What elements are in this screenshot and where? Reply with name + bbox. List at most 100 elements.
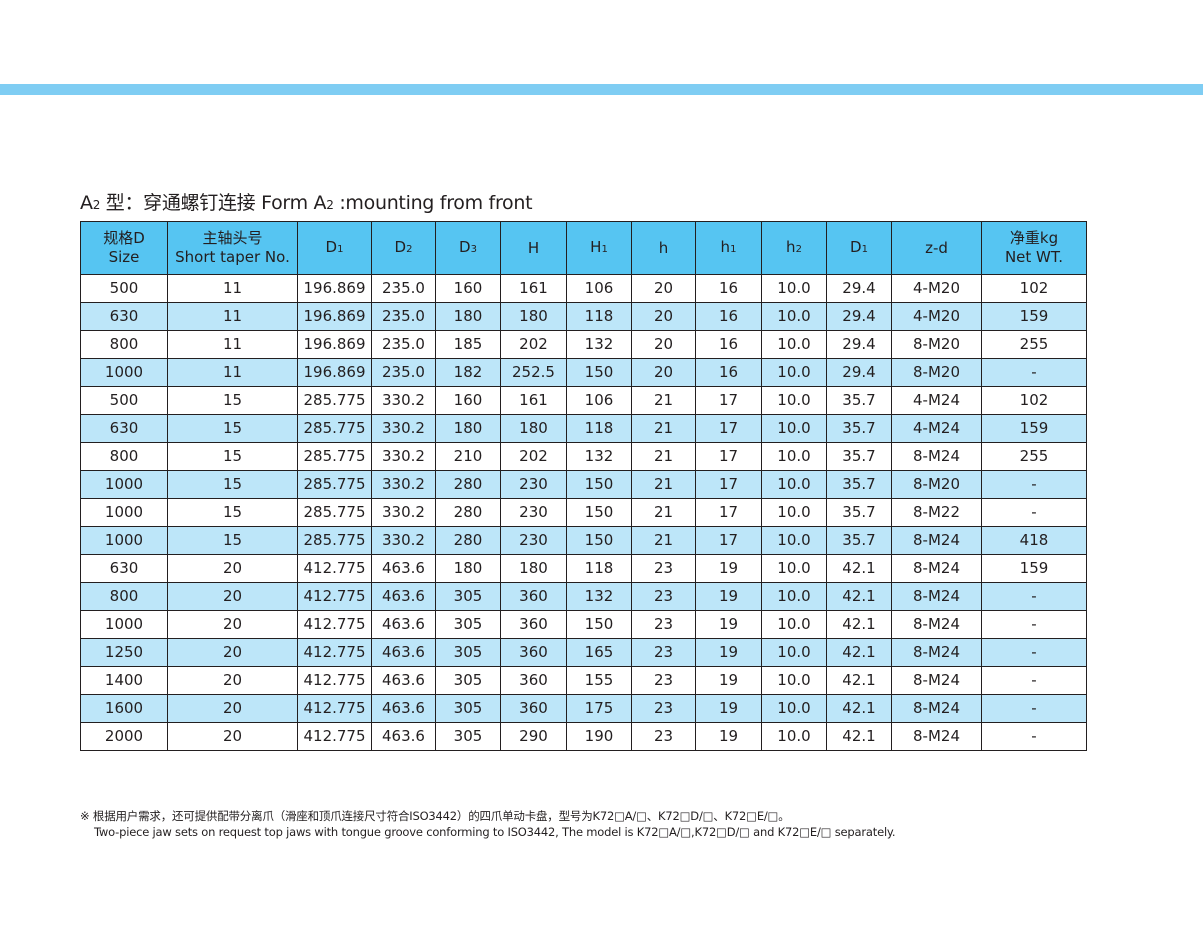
table-cell: - [981,722,1087,751]
table-cell: 185 [435,330,501,359]
table-cell: 500 [80,274,168,303]
table-cell: 29.4 [826,358,892,387]
table-cell: 118 [566,554,632,583]
table-cell: 4-M24 [891,414,982,443]
table-cell: 285.775 [297,498,372,527]
table-cell: 20 [167,638,298,667]
table-cell: 330.2 [371,414,436,443]
column-header: D3 [435,221,501,275]
table-cell: 42.1 [826,610,892,639]
table-cell: 235.0 [371,358,436,387]
table-cell: 20 [167,554,298,583]
table-row: 800 20 412.775 463.6 305 360 132 23 19 10.0 42.1 8-… [80,582,1087,611]
table-cell: 8-M20 [891,470,982,499]
column-header: D1 [297,221,372,275]
header-subscript: 2 [795,243,802,255]
table-cell: 800 [80,582,168,611]
table-cell: 150 [566,358,632,387]
table-cell: 20 [167,722,298,751]
column-header: h1 [695,221,762,275]
table-cell: 330.2 [371,386,436,415]
table-cell: 10.0 [761,610,827,639]
table-cell: 132 [566,442,632,471]
table-cell: 11 [167,302,298,331]
table-cell: 118 [566,302,632,331]
table-cell: 255 [981,330,1087,359]
table-cell: - [981,358,1087,387]
table-cell: 10.0 [761,302,827,331]
table-cell: 412.775 [297,610,372,639]
table-cell: 285.775 [297,442,372,471]
table-row: 1000 15 285.775 330.2 280 230 150 21 17 10.0 35.7 8… [80,498,1087,527]
table-cell: 180 [435,554,501,583]
table-cell: 202 [500,442,567,471]
table-cell: 106 [566,274,632,303]
table-cell: 360 [500,666,567,695]
table-row: 1000 15 285.775 330.2 280 230 150 21 17 10.0 35.7 8… [80,470,1087,499]
table-cell: 29.4 [826,274,892,303]
table-cell: 42.1 [826,722,892,751]
table-cell: 235.0 [371,274,436,303]
table-cell: 20 [631,330,696,359]
table-cell: 10.0 [761,330,827,359]
table-cell: 180 [500,414,567,443]
table-cell: 19 [695,638,762,667]
table-cell: 165 [566,638,632,667]
table-cell: 17 [695,442,762,471]
table-cell: 42.1 [826,554,892,583]
table-cell: 190 [566,722,632,751]
table-row: 2000 20 412.775 463.6 305 290 190 23 19 10.0 42.1 8… [80,722,1087,751]
table-row: 1600 20 412.775 463.6 305 360 175 23 19 10.0 42.1 8… [80,694,1087,723]
table-cell: 8-M24 [891,666,982,695]
table-cell: 4-M20 [891,274,982,303]
table-cell: 4-M20 [891,302,982,331]
table-cell: - [981,638,1087,667]
column-header: D2 [371,221,436,275]
table-cell: - [981,582,1087,611]
table-cell: 23 [631,666,696,695]
table-cell: 29.4 [826,330,892,359]
table-cell: 8-M20 [891,358,982,387]
table-cell: 159 [981,554,1087,583]
table-cell: 23 [631,610,696,639]
table-cell: 230 [500,526,567,555]
table-cell: 630 [80,414,168,443]
table-cell: 175 [566,694,632,723]
table-cell: 20 [167,582,298,611]
header-label-en: Size [108,248,140,266]
header-label: H [590,237,602,256]
table-cell: 305 [435,610,501,639]
table-cell: 160 [435,274,501,303]
table-cell: 252.5 [500,358,567,387]
table-cell: 10.0 [761,554,827,583]
table-cell: 35.7 [826,386,892,415]
table-cell: 23 [631,722,696,751]
table-cell: 19 [695,666,762,695]
table-cell: 8-M24 [891,582,982,611]
table-cell: 19 [695,694,762,723]
table-cell: 1250 [80,638,168,667]
table-cell: 305 [435,666,501,695]
table-cell: 285.775 [297,526,372,555]
table-cell: 360 [500,610,567,639]
table-cell: 418 [981,526,1087,555]
table-cell: 42.1 [826,638,892,667]
table-cell: 630 [80,554,168,583]
table-cell: 8-M20 [891,330,982,359]
top-band [0,84,1203,95]
table-cell: 280 [435,526,501,555]
table-cell: 1000 [80,526,168,555]
table-cell: 412.775 [297,638,372,667]
column-header: D1 [826,221,892,275]
table-cell: 10.0 [761,694,827,723]
header-subscript: 1 [337,243,344,255]
table-cell: 285.775 [297,414,372,443]
table-cell: 15 [167,414,298,443]
header-label-en: Net WT. [1004,248,1064,266]
table-cell: 42.1 [826,694,892,723]
header-subscript: 1 [730,243,737,255]
table-cell: 150 [566,498,632,527]
table-cell: 16 [695,330,762,359]
table-cell: 20 [167,694,298,723]
table-cell: 10.0 [761,386,827,415]
